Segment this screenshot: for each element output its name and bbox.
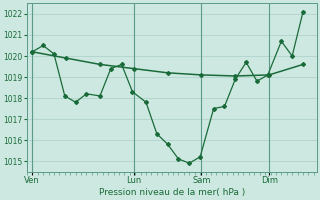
X-axis label: Pression niveau de la mer( hPa ): Pression niveau de la mer( hPa ) xyxy=(99,188,245,197)
